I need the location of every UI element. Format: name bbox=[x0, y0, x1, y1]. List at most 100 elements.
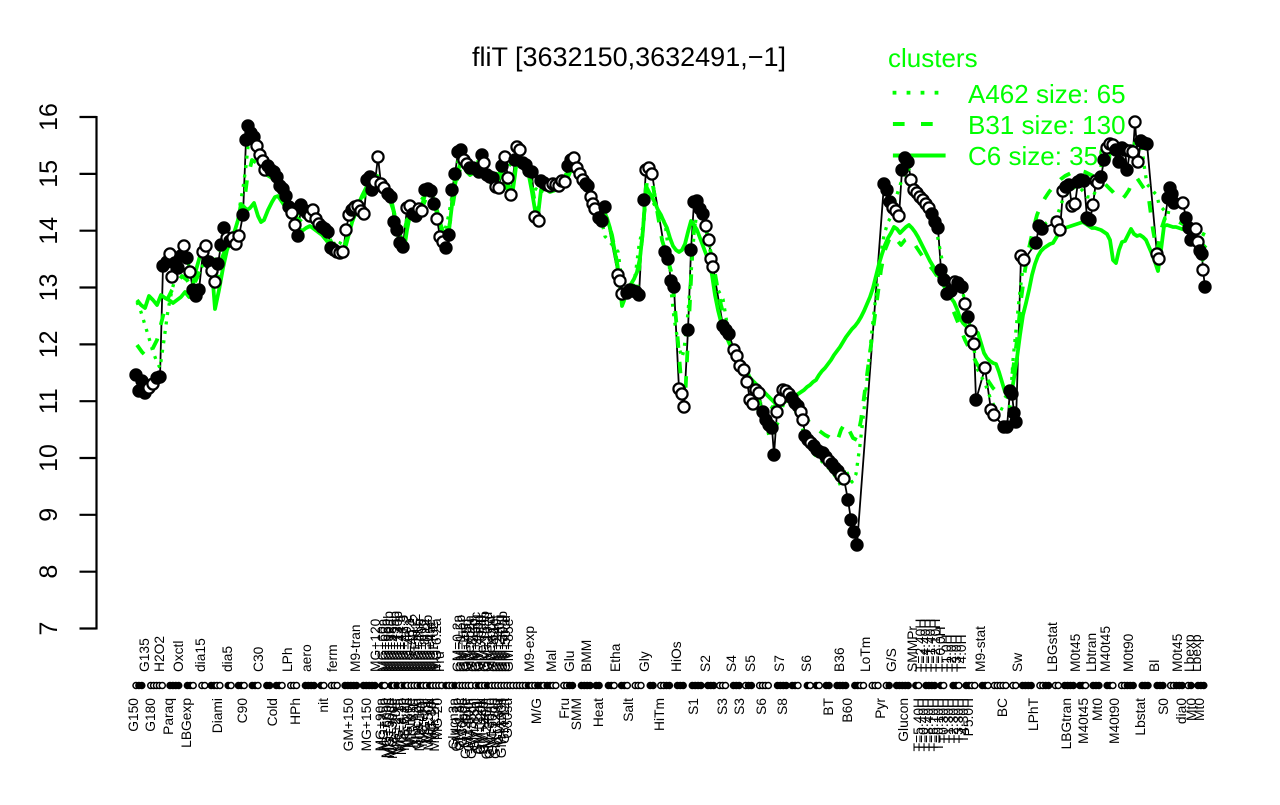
svg-text:MG-2:1a: MG-2:1a bbox=[391, 698, 406, 752]
svg-text:T=2.10H: T=2.10H bbox=[928, 619, 943, 672]
svg-text:Cold: Cold bbox=[265, 698, 280, 726]
svg-text:GM+30ab: GM+30ab bbox=[495, 611, 510, 672]
svg-text:GM+240f: GM+240f bbox=[489, 615, 504, 672]
svg-text:Lbexp: Lbexp bbox=[1182, 634, 1197, 672]
svg-text:MGFru2: MGFru2 bbox=[426, 621, 441, 672]
svg-text:MG-6.2a: MG-6.2a bbox=[429, 618, 444, 672]
svg-text:dia5: dia5 bbox=[220, 646, 235, 672]
svg-text:Paraq: Paraq bbox=[161, 698, 176, 735]
svg-text:C90: C90 bbox=[235, 698, 250, 724]
svg-text:BC: BC bbox=[995, 698, 1010, 717]
svg-text:GM-8.2b: GM-8.2b bbox=[465, 618, 480, 672]
svg-text:MG-6.2c: MG-6.2c bbox=[397, 698, 412, 751]
svg-text:GM-300f: GM-300f bbox=[461, 698, 476, 752]
svg-text:Glucn2g: Glucn2g bbox=[409, 698, 424, 749]
svg-text:GM+150: GM+150 bbox=[341, 698, 356, 752]
svg-text:S8: S8 bbox=[775, 698, 790, 715]
svg-text:MG-30l: MG-30l bbox=[424, 698, 439, 743]
svg-text:T=6.10H: T=6.10H bbox=[926, 698, 941, 751]
svg-text:SMMPr: SMMPr bbox=[905, 626, 920, 672]
svg-text:M40t90: M40t90 bbox=[1107, 698, 1122, 744]
svg-text:MG+75b: MG+75b bbox=[376, 698, 391, 752]
svg-text:G150: G150 bbox=[126, 698, 141, 732]
svg-text:MG+130b: MG+130b bbox=[390, 611, 405, 672]
svg-text:M9-stat: M9-stat bbox=[973, 626, 988, 672]
svg-text:C30: C30 bbox=[251, 646, 266, 672]
svg-text:M9=40.2: M9=40.2 bbox=[405, 618, 420, 672]
svg-text:MG+44.5: MG+44.5 bbox=[393, 615, 408, 672]
svg-text:M0t90: M0t90 bbox=[1121, 633, 1136, 672]
svg-text:GM-0.2b: GM-0.2b bbox=[449, 698, 464, 752]
svg-text:GM+30no: GM+30no bbox=[482, 698, 497, 759]
svg-text:T=0.40H: T=0.40H bbox=[916, 698, 931, 751]
svg-text:S5: S5 bbox=[743, 655, 758, 672]
svg-text:MG+50k: MG+50k bbox=[421, 698, 436, 751]
svg-text:HiOs: HiOs bbox=[669, 641, 684, 672]
svg-text:16: 16 bbox=[35, 103, 63, 131]
svg-text:MG+20ef: MG+20ef bbox=[388, 698, 403, 755]
svg-text:GM-450d: GM-450d bbox=[471, 614, 486, 672]
svg-text:SMM: SMM bbox=[569, 698, 584, 730]
svg-text:MG+60d: MG+60d bbox=[414, 619, 429, 672]
svg-text:GM-85hi: GM-85hi bbox=[467, 698, 482, 751]
svg-text:13: 13 bbox=[35, 274, 63, 302]
svg-text:MG+30de: MG+30de bbox=[385, 698, 400, 759]
svg-text:Fru: Fru bbox=[432, 651, 447, 672]
svg-text:GM+300e: GM+300e bbox=[458, 698, 473, 759]
svg-text:G30sde: G30sde bbox=[455, 698, 470, 747]
svg-text:B60: B60 bbox=[840, 698, 855, 723]
svg-text:M/G: M/G bbox=[529, 698, 544, 724]
svg-text:S2: S2 bbox=[698, 655, 713, 672]
svg-text:Mal: Mal bbox=[544, 650, 559, 672]
svg-text:T2.0H: T2.0H bbox=[944, 634, 959, 672]
svg-text:Pyr: Pyr bbox=[873, 698, 888, 719]
svg-text:GM-12t: GM-12t bbox=[497, 698, 512, 744]
svg-text:MG-48.1: MG-48.1 bbox=[402, 618, 417, 672]
svg-text:MGFru12: MGFru12 bbox=[408, 614, 423, 672]
svg-text:MG-8:1f: MG-8:1f bbox=[406, 698, 421, 748]
svg-text:GM-85r: GM-85r bbox=[491, 698, 506, 745]
svg-text:MG-20: MG-20 bbox=[430, 698, 445, 740]
svg-text:GM+45d: GM+45d bbox=[459, 619, 474, 672]
svg-text:T1.30H: T1.30H bbox=[941, 698, 956, 743]
svg-text:GM+15cd: GM+15cd bbox=[480, 612, 495, 672]
svg-text:HPh: HPh bbox=[288, 698, 303, 725]
svg-text:S7: S7 bbox=[772, 655, 787, 672]
svg-text:LBGstat: LBGstat bbox=[1045, 622, 1060, 672]
svg-text:M7expab: M7expab bbox=[474, 615, 489, 672]
svg-text:nit: nit bbox=[316, 698, 331, 713]
svg-text:MG+45ab: MG+45ab bbox=[387, 611, 402, 672]
svg-text:A462 size: 65: A462 size: 65 bbox=[968, 79, 1126, 109]
svg-text:S3: S3 bbox=[715, 698, 730, 715]
svg-text:Glucn3a: Glucn3a bbox=[446, 698, 461, 750]
svg-text:T=4.40H: T=4.40H bbox=[918, 619, 933, 672]
svg-text:GM-240g: GM-240g bbox=[492, 614, 507, 672]
svg-text:MG+120: MG+120 bbox=[368, 618, 383, 672]
svg-text:T=0.10H: T=0.10H bbox=[931, 698, 946, 751]
svg-text:GM-240m: GM-240m bbox=[479, 698, 494, 759]
svg-text:MG-8.12: MG-8.12 bbox=[417, 618, 432, 672]
svg-text:MG+10h: MG+10h bbox=[412, 698, 427, 751]
svg-text:Lbstat: Lbstat bbox=[1133, 698, 1148, 736]
svg-text:15: 15 bbox=[35, 160, 63, 188]
svg-text:S0: S0 bbox=[1156, 698, 1171, 715]
svg-text:B36: B36 bbox=[832, 647, 847, 672]
svg-text:T=8.40H: T=8.40H bbox=[921, 698, 936, 751]
svg-text:MG+58c: MG+58c bbox=[384, 619, 399, 672]
svg-text:T=2.40H: T=2.40H bbox=[913, 619, 928, 672]
svg-text:GM+85e: GM+85e bbox=[501, 618, 516, 672]
svg-text:MG+90i: MG+90i bbox=[415, 698, 430, 747]
svg-text:clusters: clusters bbox=[888, 43, 978, 73]
svg-text:Glucon: Glucon bbox=[896, 698, 911, 742]
svg-text:MG+45c: MG+45c bbox=[423, 619, 438, 672]
svg-text:C6 size: 359: C6 size: 359 bbox=[968, 141, 1113, 171]
svg-text:T2.30H: T2.30H bbox=[946, 698, 961, 743]
svg-text:Lbtran: Lbtran bbox=[1084, 633, 1099, 672]
svg-text:GM=0.2a: GM=0.2a bbox=[450, 615, 465, 672]
svg-text:Glu: Glu bbox=[562, 651, 577, 672]
svg-text:11: 11 bbox=[35, 388, 63, 414]
svg-text:Gly: Gly bbox=[637, 651, 652, 672]
svg-text:ferm: ferm bbox=[325, 644, 340, 672]
svg-text:G135: G135 bbox=[137, 638, 152, 672]
svg-text:B31 size: 130: B31 size: 130 bbox=[968, 110, 1126, 140]
